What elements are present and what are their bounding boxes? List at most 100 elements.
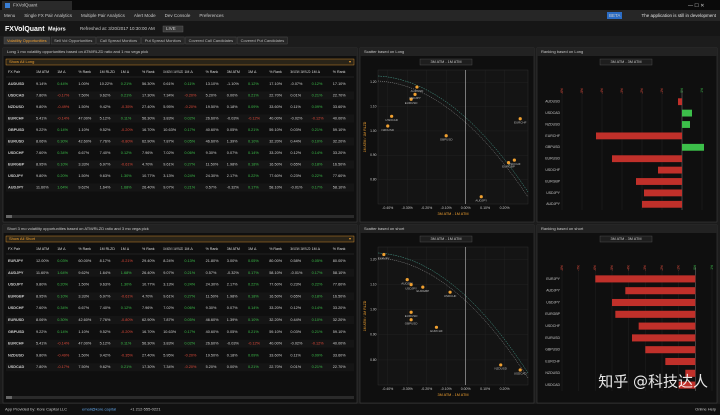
bar[interactable] bbox=[644, 189, 682, 197]
scatter-point[interactable] bbox=[421, 285, 425, 289]
table-cell: 0.21% bbox=[248, 365, 259, 369]
bar[interactable] bbox=[645, 346, 696, 354]
table-cell: 7.87% bbox=[163, 318, 174, 322]
category-label: GBPUSD bbox=[545, 145, 560, 149]
selector[interactable] bbox=[419, 58, 473, 66]
plot-area bbox=[377, 246, 529, 386]
table-cell: 7.40% bbox=[100, 306, 111, 310]
tab[interactable] bbox=[96, 36, 141, 45]
point-label: EURCHF bbox=[514, 121, 527, 125]
bar[interactable] bbox=[678, 381, 696, 389]
table-cell: 7.96% bbox=[142, 306, 153, 310]
bar[interactable] bbox=[685, 369, 696, 377]
scatter-point[interactable] bbox=[444, 134, 448, 138]
scatter-point[interactable] bbox=[499, 363, 503, 367]
bar[interactable] bbox=[682, 143, 704, 151]
bar[interactable] bbox=[638, 322, 696, 330]
scatter-point[interactable] bbox=[386, 124, 390, 128]
table-cell: 0.12% bbox=[121, 306, 132, 310]
selector[interactable] bbox=[419, 235, 473, 243]
table-cell: 22.70% bbox=[333, 365, 347, 369]
live-badge[interactable] bbox=[162, 25, 184, 33]
bar[interactable] bbox=[615, 310, 696, 318]
tab[interactable] bbox=[185, 36, 237, 45]
filter-label: Show All Long bbox=[9, 59, 34, 64]
h-scrollbar[interactable] bbox=[6, 215, 354, 218]
filter-bar[interactable] bbox=[5, 235, 355, 243]
scatter-point[interactable] bbox=[409, 97, 413, 101]
table-cell: 0.14% bbox=[312, 151, 323, 155]
table-cell: 9.62% bbox=[78, 271, 89, 275]
bar[interactable] bbox=[595, 275, 696, 283]
menu-item[interactable]: Dev Console bbox=[165, 13, 191, 18]
scatter-point[interactable] bbox=[413, 92, 417, 96]
scatter-point[interactable] bbox=[448, 290, 452, 294]
bar[interactable] bbox=[596, 132, 682, 140]
table-cell: 9.80% bbox=[36, 283, 47, 287]
row-stripe bbox=[6, 316, 354, 324]
scroll-thumb[interactable] bbox=[6, 396, 12, 399]
tab[interactable] bbox=[50, 36, 96, 45]
bar[interactable] bbox=[665, 357, 696, 366]
table-cell: 0.20% bbox=[57, 174, 68, 178]
scatter-point[interactable] bbox=[409, 318, 413, 322]
x-axis-label: 3M ATM - 1M ATM bbox=[437, 393, 468, 397]
y-tick-label: 1.20 bbox=[370, 257, 377, 261]
tab[interactable] bbox=[237, 36, 288, 45]
footer-email[interactable]: email@kore.capital bbox=[82, 407, 116, 412]
table-cell: 1.50% bbox=[78, 353, 89, 357]
scatter-point[interactable] bbox=[409, 310, 413, 314]
panel-title: Long 1 mo volatility opportunities based… bbox=[7, 49, 148, 54]
filter-arrow: ▾ bbox=[349, 236, 351, 241]
selector[interactable] bbox=[599, 235, 653, 243]
scatter-point[interactable] bbox=[434, 325, 439, 329]
bar[interactable] bbox=[642, 200, 682, 208]
universe[interactable]: Majors bbox=[48, 26, 66, 32]
table-cell: 9.61% bbox=[163, 163, 174, 167]
table-cell: 9.62% bbox=[100, 94, 111, 98]
table-cell: 0.01% bbox=[290, 365, 301, 369]
scatter-point[interactable] bbox=[512, 158, 516, 162]
fx-pair: USDCAD bbox=[8, 365, 25, 369]
scatter-point[interactable] bbox=[506, 160, 511, 165]
filter-bar[interactable] bbox=[5, 58, 355, 66]
footer-help[interactable]: Online Help bbox=[695, 407, 717, 412]
scatter-point[interactable] bbox=[390, 114, 394, 118]
bar[interactable] bbox=[678, 98, 682, 106]
window-controls[interactable]: — ☐ ✕ bbox=[688, 3, 704, 9]
bar[interactable] bbox=[632, 334, 696, 342]
menu-item[interactable]: Single FX Pair Analytics bbox=[24, 13, 73, 18]
bar[interactable] bbox=[612, 155, 682, 163]
table-cell: 0.23% bbox=[290, 174, 301, 178]
bar[interactable] bbox=[636, 178, 682, 185]
tab[interactable] bbox=[141, 36, 185, 45]
menu-item[interactable]: Alert Mode bbox=[134, 13, 156, 18]
table-cell: 0.30% bbox=[57, 140, 68, 144]
window-tab[interactable] bbox=[2, 1, 72, 10]
scatter-point[interactable] bbox=[409, 283, 413, 287]
h-scrollbar[interactable] bbox=[6, 396, 354, 399]
tab[interactable] bbox=[3, 36, 50, 45]
selector[interactable] bbox=[599, 58, 653, 66]
scatter-point[interactable] bbox=[518, 368, 522, 372]
scatter-point[interactable] bbox=[415, 85, 419, 89]
menu-item[interactable]: Preferences bbox=[199, 13, 224, 18]
tab-label: Covered Put Candidates bbox=[241, 38, 285, 43]
panel-title-bar bbox=[537, 225, 717, 233]
category-label: EURCHF bbox=[545, 134, 560, 138]
scatter-point[interactable] bbox=[479, 195, 483, 199]
scroll-thumb[interactable] bbox=[6, 215, 12, 218]
scatter-point[interactable] bbox=[405, 278, 409, 282]
bar[interactable] bbox=[612, 298, 696, 307]
scatter-point[interactable] bbox=[518, 117, 522, 121]
bar[interactable] bbox=[658, 166, 682, 174]
table-cell: 5.12% bbox=[100, 342, 111, 346]
bar[interactable] bbox=[682, 121, 690, 128]
table-cell: 26.40% bbox=[142, 186, 156, 190]
bar[interactable] bbox=[625, 287, 696, 295]
bar[interactable] bbox=[682, 109, 692, 117]
y-tick-label: 0.90 bbox=[370, 153, 377, 157]
menu-item[interactable]: Multiple Pair Analytics bbox=[81, 13, 126, 18]
menu-item[interactable]: Menu bbox=[4, 13, 16, 18]
scatter-point[interactable] bbox=[382, 252, 386, 257]
